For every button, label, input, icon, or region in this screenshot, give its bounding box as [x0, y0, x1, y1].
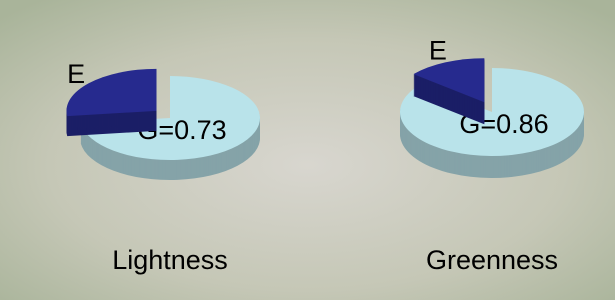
slice-label: E — [67, 59, 85, 89]
page: G=0.73ELightnessG=0.86EGreenness — [0, 0, 615, 300]
chart-title: Lightness — [112, 245, 228, 275]
slice-label: E — [429, 35, 447, 65]
chart-title: Greenness — [426, 245, 558, 275]
